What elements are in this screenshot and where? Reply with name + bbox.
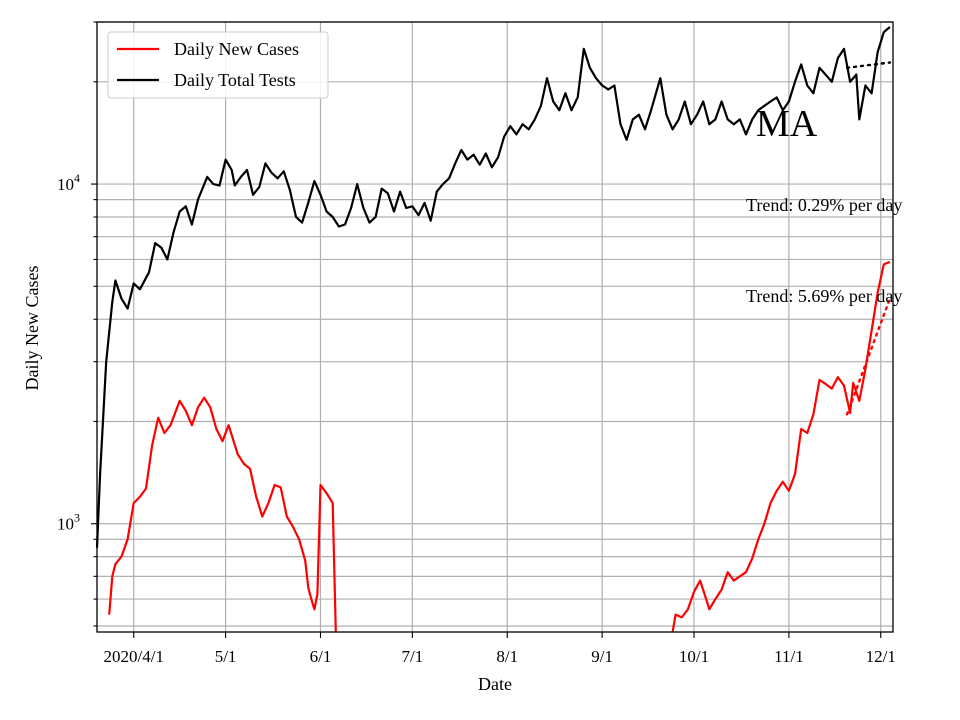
x-tick-label: 8/1 [496,647,518,666]
y-tick-label: 103 [57,511,80,534]
series-line-daily-total-tests [95,26,891,548]
legend-label-daily-new-cases: Daily New Cases [174,39,299,59]
trend-annotation-cases: Trend: 5.69% per day [746,286,902,306]
trend-line-tests [845,61,892,69]
y-tick-base: 10 [57,175,74,194]
state-label: MA [756,103,818,145]
y-axis-title: Daily New Cases [22,266,42,391]
x-tick-label: 7/1 [401,647,423,666]
x-axis-title: Date [478,674,512,694]
y-tick-exponent: 3 [74,511,80,525]
trend-line-cases [845,297,892,416]
x-tick-label: 2020/4/1 [104,647,164,666]
plot-frame [96,21,894,633]
x-tick-label: 5/1 [215,647,237,666]
y-tick-label: 104 [57,171,80,194]
trend-annotation-tests: Trend: 0.29% per day [746,195,902,215]
legend-box [107,31,329,99]
x-tick-label: 12/1 [866,647,896,666]
grid [97,21,893,632]
x-tick-label: 9/1 [591,647,613,666]
legend-label-daily-total-tests: Daily Total Tests [174,70,296,90]
y-tick-exponent: 4 [74,171,80,185]
x-tick-label: 11/1 [774,647,804,666]
x-tick-label: 6/1 [310,647,332,666]
y-tick-base: 10 [57,515,74,534]
legend: Daily New Cases Daily Total Tests [107,31,329,99]
series-layer [95,26,892,633]
x-tick-label: 10/1 [679,647,709,666]
series-line-daily-new-cases [108,260,891,633]
